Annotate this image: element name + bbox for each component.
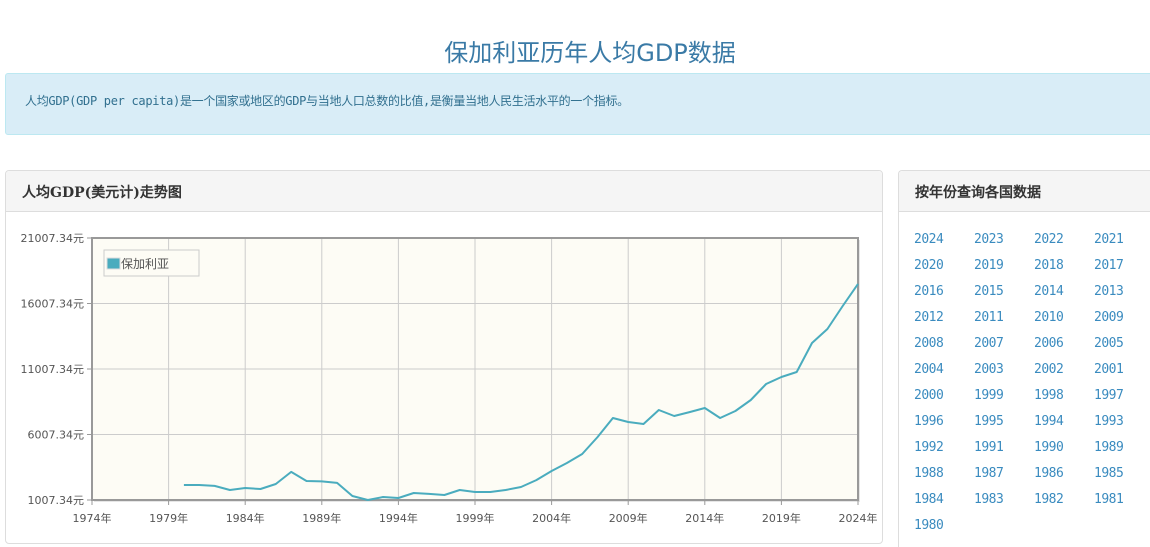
year-link-2004[interactable]: 2004 [914,362,944,377]
year-link-1990[interactable]: 1990 [1034,440,1064,455]
year-link-1986[interactable]: 1986 [1034,466,1064,481]
year-link-2003[interactable]: 2003 [974,362,1004,377]
year-link-2018[interactable]: 2018 [1034,258,1064,273]
y-tick-label: 21007.34元 [21,232,85,245]
year-link-1992[interactable]: 1992 [914,440,944,455]
year-link-1982[interactable]: 1982 [1034,492,1064,507]
year-link-1981[interactable]: 1981 [1094,492,1124,507]
year-panel-heading: 按年份查询各国数据 [899,171,1150,212]
year-link-2015[interactable]: 2015 [974,284,1004,299]
x-tick-label: 1989年 [302,511,341,525]
year-link-1989[interactable]: 1989 [1094,440,1124,455]
year-link-1991[interactable]: 1991 [974,440,1004,455]
year-link-2020[interactable]: 2020 [914,258,944,273]
gdp-line-chart: 1007.34元 6007.34元 11007.34元 16007.34元 21007.… [21,232,878,525]
year-link-1997[interactable]: 1997 [1094,388,1124,403]
year-link-2000[interactable]: 2000 [914,388,944,403]
year-link-2016[interactable]: 2016 [914,284,944,299]
intro-alert: 人均GDP(GDP per capita)是一个国家或地区的GDP与当地人口总数… [5,73,1150,135]
year-link-2001[interactable]: 2001 [1094,362,1124,377]
year-link-1988[interactable]: 1988 [914,466,944,481]
x-tick-label: 2014年 [685,511,724,525]
legend-swatch [106,257,121,270]
x-tick-label: 2009年 [609,511,648,525]
year-link-2002[interactable]: 2002 [1034,362,1064,377]
year-link-2011[interactable]: 2011 [974,310,1004,325]
year-link-2005[interactable]: 2005 [1094,336,1124,351]
year-link-1994[interactable]: 1994 [1034,414,1064,429]
chart-panel-heading: 人均GDP(美元计)走势图 [6,171,882,212]
year-grid: 2024 2023 2022 2021 2020 2019 2018 2017 2016 2015… [914,232,1150,544]
x-tick-label: 2024年 [839,511,878,525]
x-tick-label: 1984年 [226,511,265,525]
year-link-1996[interactable]: 1996 [914,414,944,429]
x-tick-label: 1974年 [73,511,112,525]
page-title: 保加利亚历年人均GDP数据 [444,39,736,67]
y-tick-label: 11007.34元 [21,363,85,376]
year-link-2012[interactable]: 2012 [914,310,944,325]
year-link-1995[interactable]: 1995 [974,414,1004,429]
year-link-2021[interactable]: 2021 [1094,232,1124,247]
chart-legend: 保加利亚 [103,249,200,277]
x-tick-label: 2004年 [532,511,571,525]
y-tick-label: 16007.34元 [21,298,85,311]
x-tick-label: 1999年 [456,511,495,525]
year-link-2014[interactable]: 2014 [1034,284,1064,299]
year-link-2007[interactable]: 2007 [974,336,1004,351]
year-link-2024[interactable]: 2024 [914,232,944,247]
year-link-2017[interactable]: 2017 [1094,258,1124,273]
year-link-1984[interactable]: 1984 [914,492,944,507]
year-panel: 按年份查询各国数据 2024 2023 2022 2021 2020 2019 2018 20… [898,170,1150,547]
x-tick-label: 1979年 [149,511,188,525]
year-link-1999[interactable]: 1999 [974,388,1004,403]
year-link-1980[interactable]: 1980 [914,518,944,533]
year-link-1983[interactable]: 1983 [974,492,1004,507]
year-link-1985[interactable]: 1985 [1094,466,1124,481]
year-link-2022[interactable]: 2022 [1034,232,1064,247]
year-link-2019[interactable]: 2019 [974,258,1004,273]
x-tick-label: 1994年 [379,511,418,525]
year-link-1998[interactable]: 1998 [1034,388,1064,403]
series-line-bulgaria [183,283,859,501]
year-link-2006[interactable]: 2006 [1034,336,1064,351]
year-link-2023[interactable]: 2023 [974,232,1004,247]
legend-label: 保加利亚 [121,257,169,271]
year-link-2010[interactable]: 2010 [1034,310,1064,325]
year-link-1993[interactable]: 1993 [1094,414,1124,429]
x-tick-label: 2019年 [762,511,801,525]
chart-panel: 人均GDP(美元计)走势图 1007.34元 6007.34元 11007.34元 1… [5,170,883,544]
y-tick-label: 6007.34元 [28,429,85,442]
y-tick-label: 1007.34元 [28,494,85,507]
year-link-2008[interactable]: 2008 [914,336,944,351]
intro-text: 人均GDP(GDP per capita)是一个国家或地区的GDP与当地人口总数… [25,94,629,108]
year-link-2013[interactable]: 2013 [1094,284,1124,299]
year-link-2009[interactable]: 2009 [1094,310,1124,325]
year-link-1987[interactable]: 1987 [974,466,1004,481]
